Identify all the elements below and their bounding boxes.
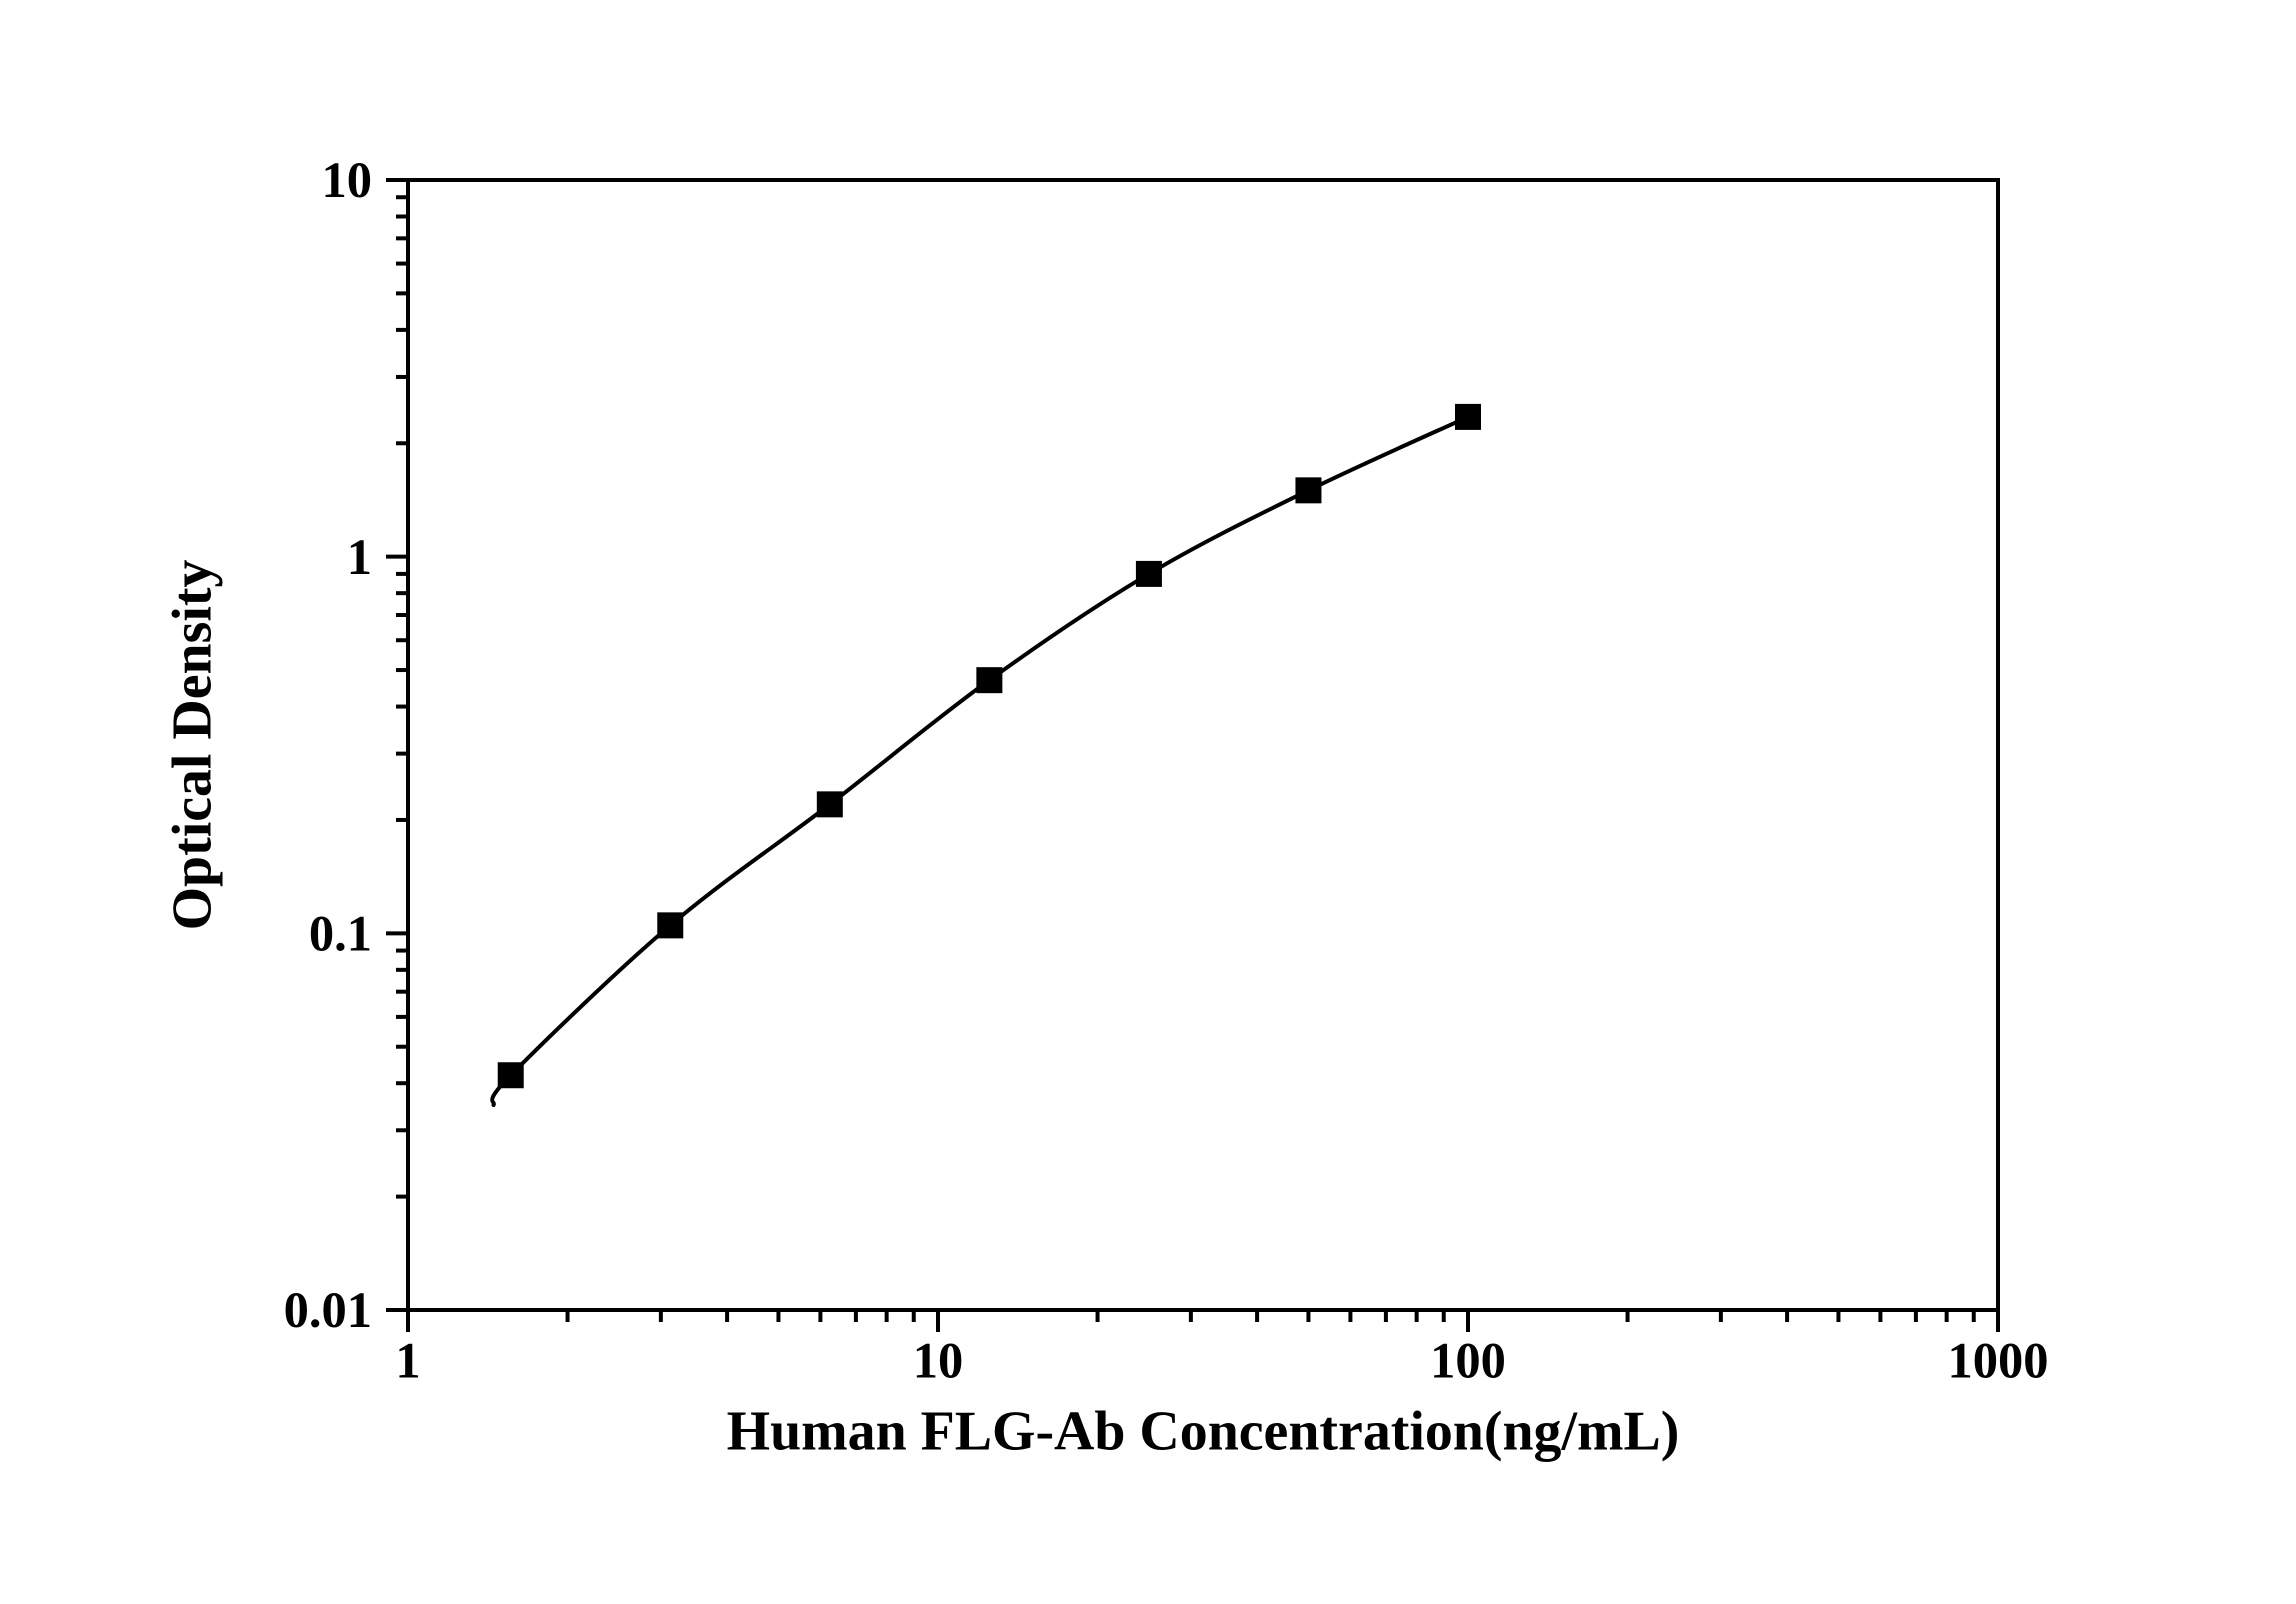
data-point xyxy=(1296,478,1320,502)
y-tick-label: 0.1 xyxy=(309,905,372,961)
data-point xyxy=(499,1063,523,1087)
y-tick-label: 0.01 xyxy=(284,1282,372,1338)
x-tick-label: 1000 xyxy=(1947,1333,2048,1389)
x-axis-label: Human FLG-Ab Concentration(ng/mL) xyxy=(727,1401,1680,1463)
x-tick-label: 10 xyxy=(913,1333,964,1389)
data-point xyxy=(1137,562,1161,586)
x-tick-label: 1 xyxy=(395,1333,420,1389)
y-tick-label: 10 xyxy=(321,152,372,208)
x-tick-label: 100 xyxy=(1430,1333,1506,1389)
y-axis-label: Optical Density xyxy=(161,560,223,931)
y-tick-label: 1 xyxy=(347,529,372,585)
data-point xyxy=(658,913,682,937)
data-point xyxy=(977,668,1001,692)
data-point xyxy=(1456,405,1480,429)
chart-container: 1 10 100 1000 Human FLG-Ab Concentration(ng/… xyxy=(0,0,2296,1604)
flg-ab-standard-curve: 1 10 100 1000 Human FLG-Ab Concentration(ng/… xyxy=(0,0,2296,1604)
data-point xyxy=(818,792,842,816)
